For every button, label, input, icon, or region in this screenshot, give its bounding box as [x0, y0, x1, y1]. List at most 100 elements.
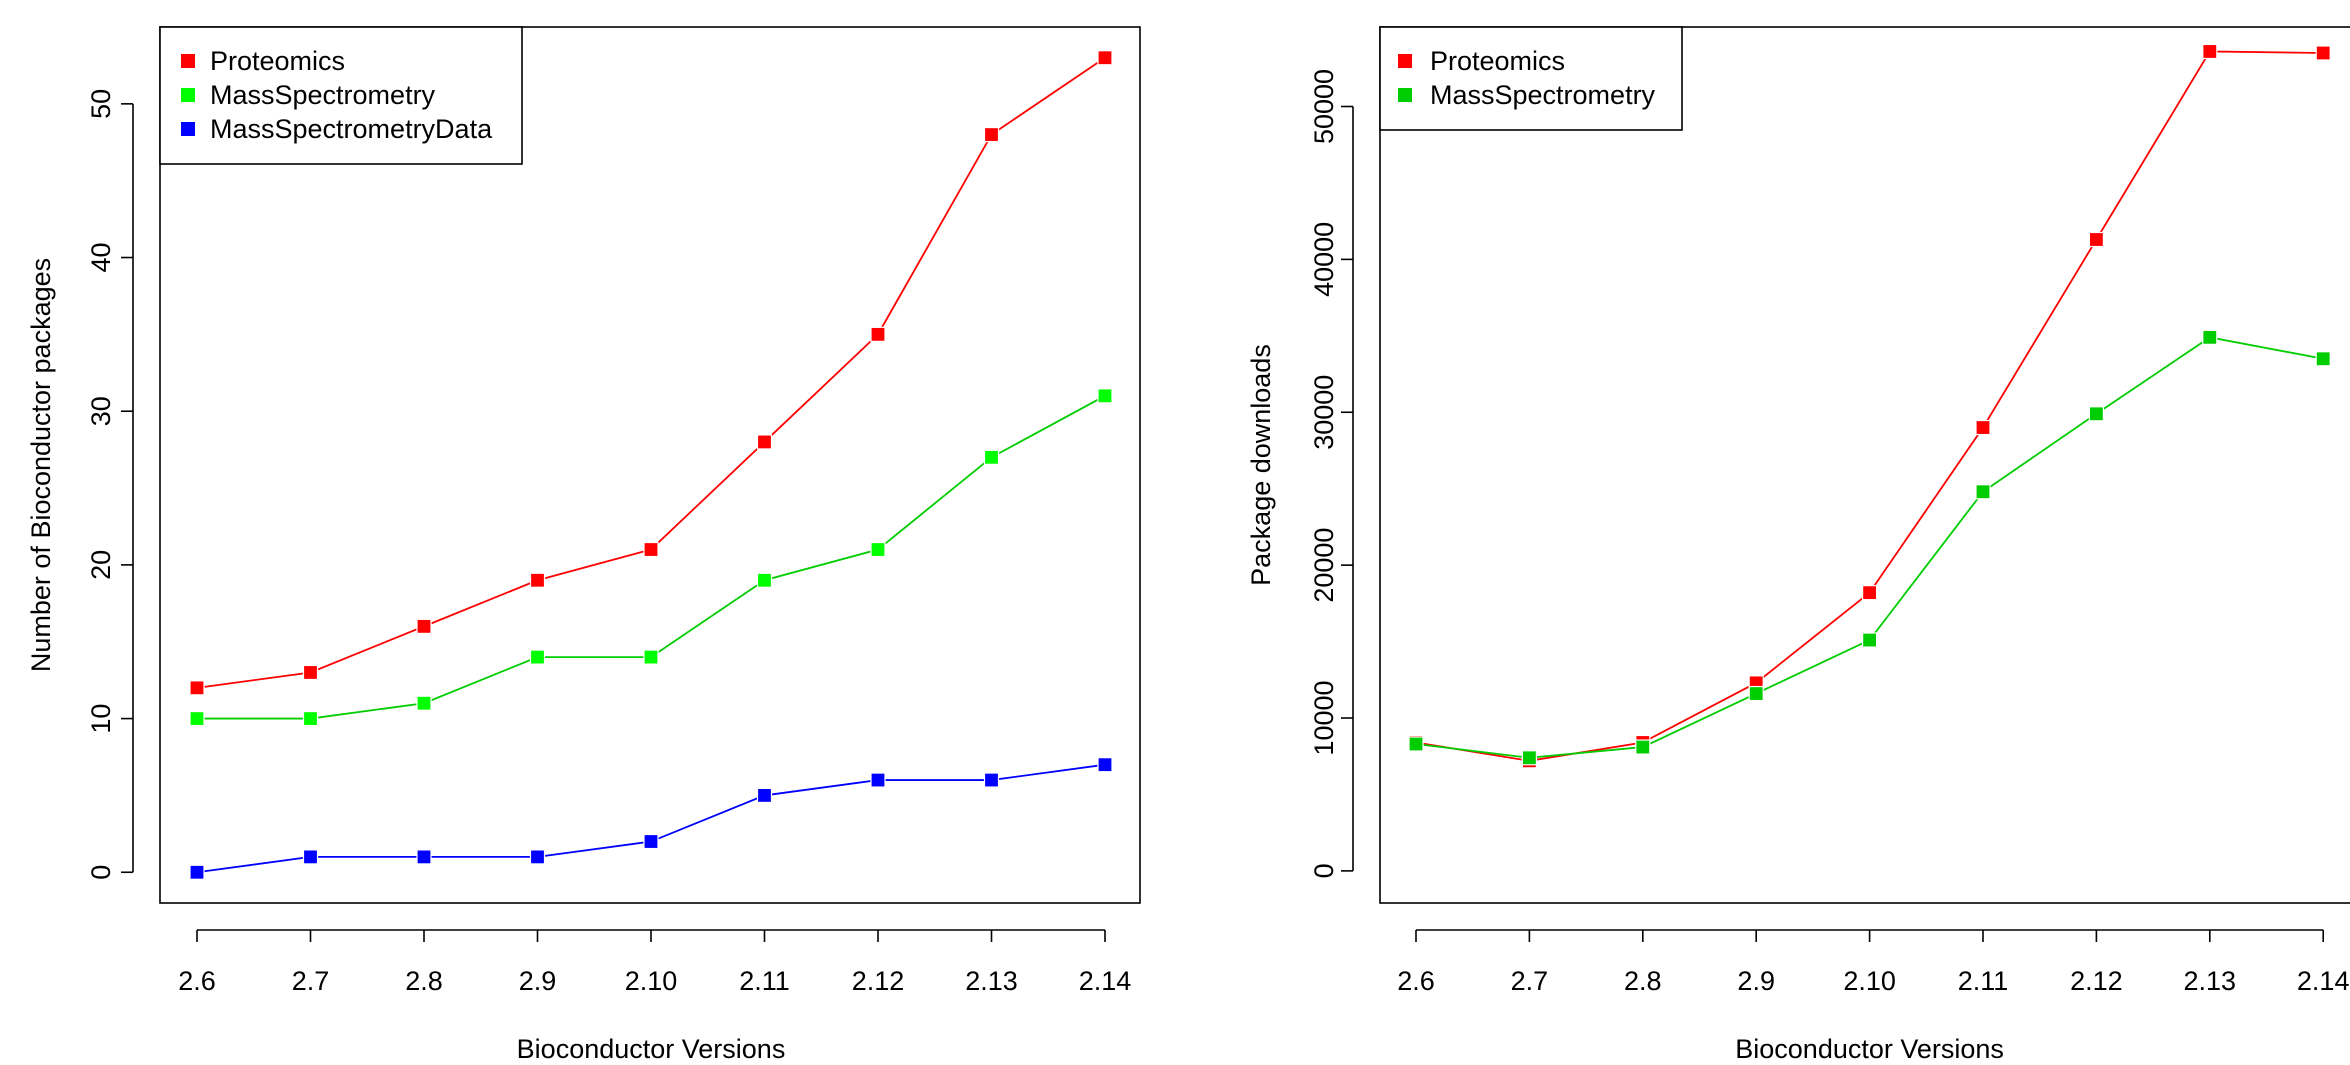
- series-line: [1415, 50, 2324, 762]
- series-massspectrometry: [189, 388, 1113, 727]
- data-point-marker: [983, 126, 1000, 143]
- x-tick-label: 2.7: [292, 966, 330, 996]
- x-tick-label: 2.8: [1624, 966, 1662, 996]
- y-tick-label: 10: [86, 704, 116, 734]
- x-tick-label: 2.14: [1079, 966, 1132, 996]
- data-point-marker: [189, 864, 205, 880]
- x-tick-label: 2.12: [852, 966, 905, 996]
- series-line: [196, 763, 1106, 874]
- y-tick-label: 10000: [1309, 680, 1339, 755]
- x-tick-label: 2.13: [965, 966, 1018, 996]
- legend-marker: [1398, 54, 1412, 68]
- data-point-marker: [643, 833, 659, 850]
- data-point-marker: [1097, 757, 1113, 773]
- plot-frame: [1379, 26, 2350, 904]
- series-massspectrometry: [1408, 329, 2331, 766]
- plot-frame: [159, 26, 1141, 904]
- x-axis-title: Bioconductor Versions: [1735, 1034, 2004, 1060]
- y-tick-label: 0: [1309, 863, 1339, 878]
- data-point-marker: [1097, 50, 1113, 66]
- series-line: [197, 395, 1106, 720]
- series-line: [1415, 336, 2324, 759]
- y-tick-label: 40000: [1309, 222, 1339, 297]
- data-point-marker: [870, 541, 886, 558]
- legend-box: [1379, 26, 1683, 131]
- packages-chart-panel: 2.6 2.7 2.8 2.9 2.10 2.11 2.12 2.13 2.14 Biocondu…: [26, 26, 1141, 1064]
- legend-label: MassSpectrometryData: [210, 114, 493, 144]
- data-point-marker: [416, 618, 432, 634]
- data-point-marker: [756, 572, 773, 588]
- x-tick-label: 2.10: [1843, 966, 1896, 996]
- x-tick-label: 2.11: [739, 966, 790, 996]
- x-tick-label: 2.8: [405, 966, 443, 996]
- data-point-marker: [302, 664, 319, 681]
- legend-marker: [181, 54, 195, 68]
- data-point-marker: [870, 326, 886, 342]
- legend-label: Proteomics: [1430, 46, 1565, 76]
- data-point-marker: [529, 572, 546, 588]
- data-point-marker: [1097, 388, 1113, 404]
- data-point-marker: [2315, 45, 2331, 61]
- data-point-marker: [1975, 419, 1991, 436]
- legend: Proteomics MassSpectrometry MassSpectromet…: [159, 26, 523, 165]
- y-axis-title: Package downloads: [1246, 344, 1276, 586]
- y-tick-label: 50: [86, 89, 116, 119]
- data-point-marker: [189, 680, 205, 696]
- y-tick-label: 30: [86, 396, 116, 426]
- x-tick-label: 2.6: [1397, 966, 1435, 996]
- x-tick-label: 2.7: [1511, 966, 1549, 996]
- y-tick-label: 30000: [1309, 375, 1339, 450]
- y-tick-label: 40: [86, 243, 116, 273]
- data-point-marker: [416, 695, 432, 711]
- data-point-marker: [1408, 736, 1424, 752]
- x-tick-label: 2.12: [2070, 966, 2123, 996]
- data-point-marker: [416, 849, 432, 865]
- data-point-marker: [529, 649, 546, 665]
- x-tick-label: 2.9: [519, 966, 557, 996]
- data-point-marker: [983, 449, 1000, 465]
- data-point-marker: [2088, 406, 2104, 422]
- legend-label: MassSpectrometry: [210, 80, 436, 110]
- data-point-marker: [302, 849, 319, 865]
- x-tick-label: 2.14: [2297, 966, 2350, 996]
- data-point-marker: [870, 772, 886, 788]
- series-proteomics: [189, 50, 1113, 696]
- legend-box: [159, 26, 523, 165]
- data-point-marker: [1861, 632, 1878, 648]
- y-tick-label: 0: [86, 865, 116, 880]
- data-point-marker: [1635, 739, 1651, 755]
- data-point-marker: [983, 772, 1000, 788]
- legend-marker: [1398, 88, 1412, 102]
- x-tick-label: 2.9: [1737, 966, 1775, 996]
- data-point-marker: [189, 710, 205, 727]
- y-tick-label: 20: [86, 550, 116, 580]
- legend-marker: [181, 122, 195, 136]
- data-point-marker: [1521, 750, 1538, 766]
- x-tick-label: 2.11: [1958, 966, 2009, 996]
- x-tick-label: 2.13: [2184, 966, 2237, 996]
- data-point-marker: [2202, 329, 2218, 345]
- x-axis-title: Bioconductor Versions: [517, 1034, 786, 1060]
- data-point-marker: [643, 541, 659, 558]
- y-tick-label: 20000: [1309, 528, 1339, 603]
- data-point-marker: [2202, 43, 2218, 60]
- data-point-marker: [529, 849, 546, 865]
- legend-label: Proteomics: [210, 46, 345, 76]
- series-proteomics: [1408, 43, 2331, 769]
- legend: Proteomics MassSpectrometry: [1379, 26, 1683, 131]
- data-point-marker: [1975, 484, 1991, 500]
- downloads-chart-panel: 2.6 2.7 2.8 2.9 2.10 2.11 2.12 2.13 2.14 Biocondu…: [1246, 26, 2350, 1064]
- x-tick-label: 2.10: [625, 966, 678, 996]
- y-tick-label: 50000: [1309, 69, 1339, 144]
- data-point-marker: [1861, 585, 1878, 601]
- data-point-marker: [643, 649, 659, 665]
- data-point-marker: [1748, 685, 1764, 702]
- data-point-marker: [756, 787, 773, 804]
- legend-label: MassSpectrometry: [1430, 80, 1656, 110]
- data-point-marker: [302, 710, 319, 727]
- series-massspectrometrydata: [189, 757, 1113, 880]
- data-point-marker: [756, 434, 773, 450]
- data-point-marker: [2315, 351, 2331, 367]
